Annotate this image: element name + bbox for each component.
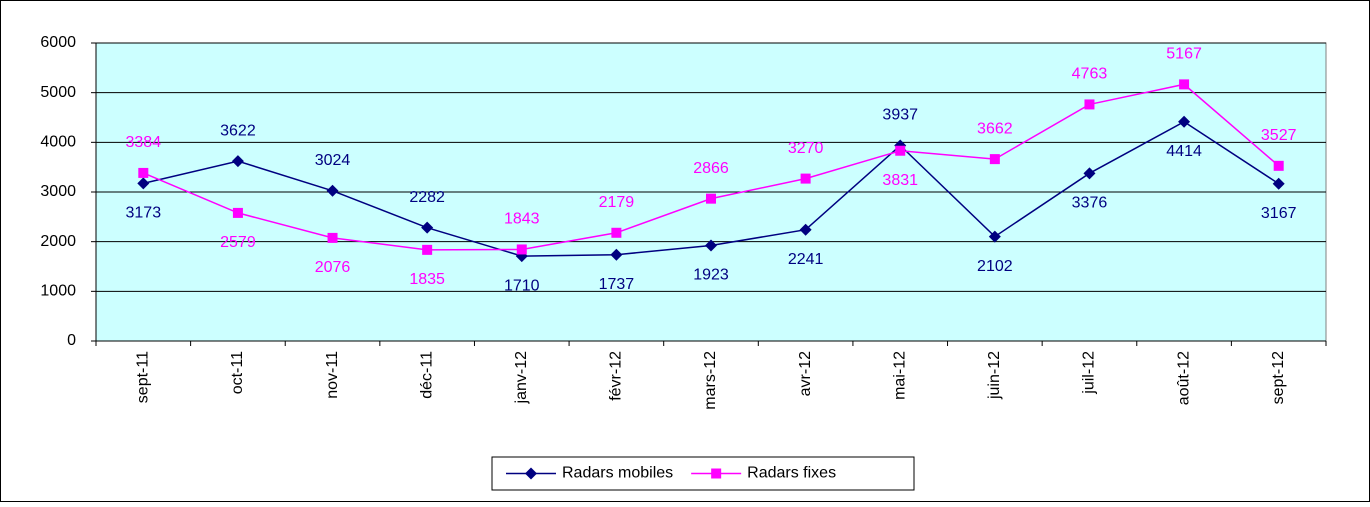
data-label: 3384 (126, 134, 162, 151)
data-label: 3024 (315, 152, 351, 169)
x-tick-label: sept-11 (135, 351, 152, 403)
data-point (231, 155, 244, 168)
data-point (610, 248, 623, 261)
data-point (705, 239, 717, 252)
data-label: 3622 (220, 122, 256, 139)
data-point (1179, 79, 1190, 90)
data-point (1272, 177, 1285, 190)
data-point (326, 184, 339, 197)
data-point (706, 193, 716, 204)
data-label: 1835 (409, 271, 445, 288)
data-label: 2241 (788, 251, 824, 268)
data-point (989, 154, 1000, 165)
y-tick-label: 3000 (40, 183, 76, 200)
data-point (611, 227, 622, 238)
x-tick-label: avr-12 (797, 351, 814, 396)
y-tick-label: 4000 (40, 134, 76, 151)
data-point (1083, 167, 1096, 180)
data-label: 1737 (599, 276, 635, 293)
data-point (232, 207, 243, 218)
data-point (137, 177, 150, 190)
data-label: 2179 (599, 194, 635, 211)
data-point (988, 230, 1001, 243)
data-point (516, 244, 527, 255)
data-label: 4763 (1072, 66, 1108, 83)
legend-label: Radars mobiles (562, 465, 673, 482)
data-point (1084, 99, 1095, 110)
data-point (421, 221, 434, 234)
data-point (895, 145, 906, 156)
data-label: 3167 (1261, 205, 1297, 222)
data-label: 1843 (504, 211, 540, 228)
data-label: 3527 (1261, 127, 1297, 144)
data-label: 5167 (1166, 46, 1202, 63)
data-label: 1923 (693, 267, 729, 284)
data-point (1273, 160, 1284, 171)
legend-marker (711, 468, 722, 479)
data-label: 2579 (220, 234, 256, 251)
data-point (800, 173, 811, 184)
x-tick-label: nov-11 (324, 351, 341, 399)
data-label: 4414 (1166, 143, 1202, 160)
x-tick-label: févr-12 (608, 351, 625, 401)
data-label: 2282 (409, 189, 445, 206)
data-point (327, 232, 338, 243)
data-label: 2076 (315, 259, 351, 276)
data-label: 1710 (504, 277, 540, 294)
x-tick-label: juin-12 (986, 351, 1003, 400)
x-tick-label: oct-11 (229, 351, 246, 394)
y-tick-label: 6000 (40, 34, 76, 51)
data-label: 3937 (882, 107, 918, 124)
x-tick-label: mars-12 (702, 351, 719, 410)
x-tick-label: mai-12 (891, 351, 908, 400)
x-tick-label: juil-12 (1081, 351, 1098, 395)
x-tick-label: janv-12 (513, 351, 530, 405)
data-point (1178, 115, 1191, 128)
data-label: 2102 (977, 258, 1013, 275)
y-tick-label: 1000 (40, 283, 76, 300)
legend-label: Radars fixes (747, 465, 836, 482)
data-label: 3173 (126, 205, 162, 222)
legend-marker (525, 467, 537, 480)
data-point (799, 223, 812, 236)
data-label: 3270 (788, 140, 824, 157)
x-tick-label: août-12 (1175, 351, 1192, 405)
data-label: 2866 (693, 160, 729, 177)
x-tick-label: sept-12 (1270, 351, 1287, 404)
data-label: 3831 (882, 172, 918, 189)
y-tick-label: 5000 (40, 84, 76, 101)
data-label: 3376 (1072, 195, 1108, 212)
data-point (422, 244, 433, 255)
y-tick-label: 2000 (40, 233, 76, 250)
data-point (138, 167, 149, 178)
x-tick-label: déc-11 (418, 351, 435, 399)
y-tick-label: 0 (67, 332, 76, 349)
data-label: 3662 (977, 120, 1013, 137)
